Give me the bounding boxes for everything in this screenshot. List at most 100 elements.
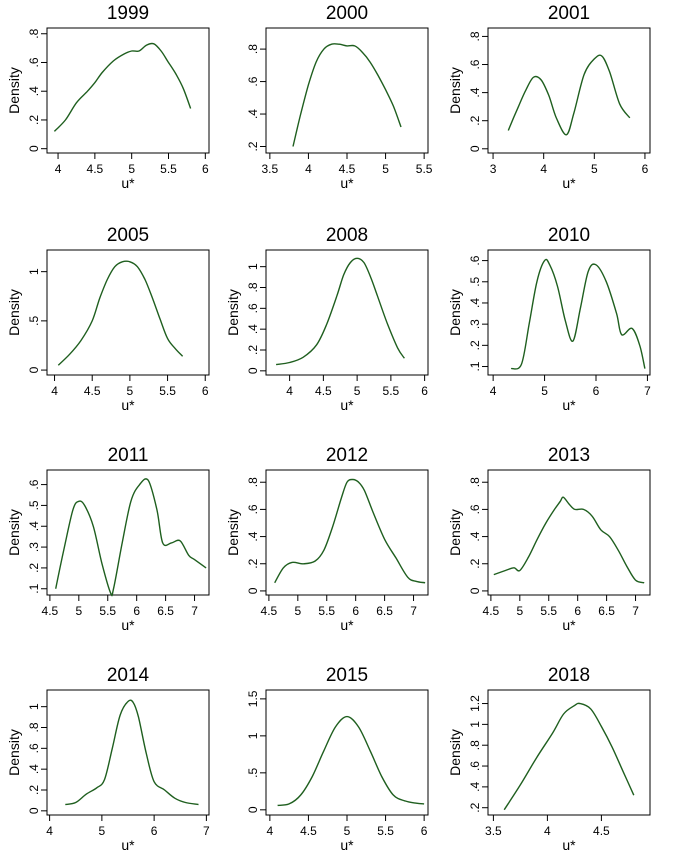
density-curve — [275, 257, 405, 366]
density-curve — [510, 258, 646, 370]
x-tick-label: 4 — [490, 384, 497, 398]
x-tick-label: 6.5 — [376, 604, 393, 618]
plot-frame — [487, 27, 651, 154]
plot-frame — [46, 689, 210, 816]
x-axis-label: u* — [121, 617, 135, 633]
panel-title: 2008 — [326, 225, 368, 246]
y-tick-label: .4 — [27, 521, 41, 531]
x-tick-label: 4.5 — [300, 824, 317, 838]
panel-title: 2015 — [326, 665, 368, 686]
x-tick-label: 5 — [75, 604, 82, 618]
y-tick-label: 0 — [468, 145, 482, 152]
y-tick-label: .4 — [246, 531, 260, 541]
y-tick-label: 0 — [246, 587, 260, 594]
density-panel-1999: 1999 4 4.5 5 5.5 6 0 .2 .4 .6 .8 u* Density — [6, 3, 210, 191]
x-axis-label: u* — [121, 175, 135, 191]
x-tick-label: 5.5 — [540, 604, 557, 618]
y-tick-label: .8 — [246, 282, 260, 292]
y-axis-label: Density — [225, 289, 241, 336]
x-tick-label: 4.5 — [84, 384, 101, 398]
y-tick-label: .1 — [27, 583, 41, 593]
x-axis-label: u* — [562, 617, 576, 633]
y-axis-label: Density — [6, 67, 22, 114]
y-tick-label: .3 — [27, 542, 41, 552]
y-tick-label: 0 — [27, 145, 41, 152]
y-axis-label: Density — [447, 509, 463, 556]
x-tick-label: 7 — [203, 824, 210, 838]
x-tick-label: 7 — [632, 604, 639, 618]
y-tick-label: .4 — [27, 86, 41, 96]
x-tick-label: 4 — [46, 824, 53, 838]
x-axis-label: u* — [562, 837, 576, 850]
x-tick-label: 3.5 — [485, 824, 502, 838]
x-tick-label: 5 — [99, 824, 106, 838]
x-tick-label: 6 — [352, 604, 359, 618]
panel-title: 2011 — [108, 445, 149, 466]
y-tick-label: .2 — [468, 558, 482, 568]
x-tick-label: 4.5 — [315, 384, 332, 398]
y-tick-label: .1 — [468, 361, 482, 371]
y-axis-label: Density — [447, 729, 463, 776]
x-tick-label: 4.5 — [339, 162, 356, 176]
density-panel-2018: 2018 3.5 4 4.5 .2 .4 .6 .8 1 1.2 u* Density — [447, 665, 651, 853]
x-tick-label: 5 — [516, 604, 523, 618]
x-tick-label: 5 — [344, 824, 351, 838]
x-tick-label: 6 — [421, 824, 428, 838]
y-tick-label: 1 — [246, 732, 260, 739]
y-tick-label: 1 — [27, 268, 41, 275]
x-tick-label: 4.5 — [87, 162, 104, 176]
panel-title: 2013 — [548, 445, 590, 466]
x-axis-label: u* — [340, 837, 354, 850]
y-tick-label: .2 — [246, 141, 260, 151]
y-axis-label: Density — [6, 289, 22, 336]
y-tick-label: .4 — [468, 87, 482, 97]
y-tick-label: .8 — [246, 44, 260, 54]
x-tick-label: 3 — [490, 162, 497, 176]
y-tick-label: .5 — [27, 500, 41, 510]
x-tick-label: 5 — [294, 604, 301, 618]
x-axis-label: u* — [562, 175, 576, 191]
density-curve — [65, 699, 199, 806]
y-tick-label: .4 — [468, 531, 482, 541]
y-tick-label: .6 — [27, 479, 41, 489]
x-tick-label: 5.5 — [377, 824, 394, 838]
panel-title: 2012 — [326, 445, 368, 466]
x-axis-label: u* — [562, 397, 576, 413]
y-tick-label: .8 — [468, 740, 482, 750]
x-tick-label: 6 — [593, 384, 600, 398]
x-tick-label: 4.5 — [483, 604, 500, 618]
x-tick-label: 4 — [544, 824, 551, 838]
plot-frame — [46, 469, 210, 596]
y-tick-label: .6 — [468, 761, 482, 771]
x-tick-label: 6 — [202, 384, 209, 398]
density-panel-2013: 2013 4.5 5 5.5 6 6.5 7 0 .2 .4 .6 .8 u* Density — [447, 445, 651, 633]
density-panel-2014: 2014 4 5 6 7 0 .2 .4 .6 .8 1 u* Density — [6, 665, 210, 853]
y-tick-label: .2 — [246, 558, 260, 568]
x-tick-label: 5 — [382, 162, 389, 176]
y-axis-label: Density — [6, 729, 22, 776]
panel-title: 2014 — [107, 665, 150, 686]
x-tick-label: 5 — [354, 384, 361, 398]
plot-frame — [265, 469, 429, 596]
y-tick-label: .2 — [246, 345, 260, 355]
x-tick-label: 4 — [267, 824, 274, 838]
x-tick-label: 5.5 — [159, 384, 176, 398]
x-tick-label: 6 — [133, 604, 140, 618]
y-tick-label: .6 — [27, 743, 41, 753]
x-axis-label: u* — [121, 397, 135, 413]
x-tick-label: 5.5 — [99, 604, 116, 618]
density-panel-2008: 2008 4 4.5 5 5.5 6 0 .2 .4 .6 .8 1 u* Density — [225, 225, 429, 413]
y-tick-label: .2 — [468, 115, 482, 125]
y-tick-label: 1 — [246, 263, 260, 270]
y-tick-label: .6 — [468, 504, 482, 514]
y-tick-label: .4 — [246, 324, 260, 334]
y-tick-label: .4 — [27, 764, 41, 774]
panel-title: 2001 — [548, 3, 590, 24]
y-axis-label: Density — [447, 67, 463, 114]
x-tick-label: 6.5 — [157, 604, 174, 618]
plot-frame — [487, 469, 651, 596]
y-tick-label: .8 — [468, 31, 482, 41]
x-tick-label: 5 — [128, 162, 135, 176]
x-tick-label: 4 — [55, 162, 62, 176]
x-tick-label: 5.5 — [318, 604, 335, 618]
